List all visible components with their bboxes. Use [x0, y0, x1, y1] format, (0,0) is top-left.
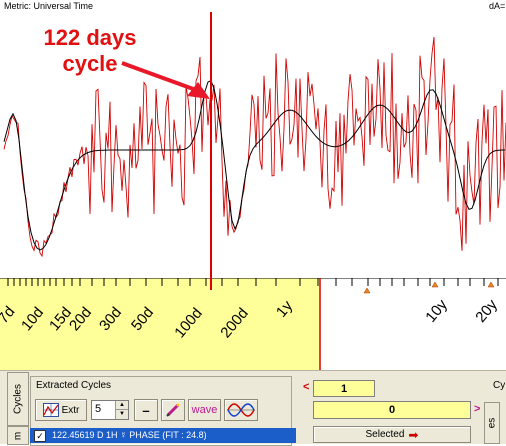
raw-spectrum-line: [3, 37, 506, 258]
extract-button[interactable]: Extr: [35, 399, 87, 421]
right-group-label: Cy: [493, 380, 506, 391]
da-label: dA=: [489, 1, 506, 11]
nav-left-arrow[interactable]: <: [303, 381, 310, 393]
smoothed-spectrum-line: [3, 80, 505, 251]
wave-button[interactable]: wave: [188, 399, 221, 421]
sine-wave-icon: [227, 403, 255, 417]
sine-wave-button[interactable]: [224, 399, 258, 421]
row-checkbox[interactable]: ✓: [34, 430, 46, 442]
spectrum-plot: [3, 12, 506, 278]
annotation-line-1: 122 days: [43, 25, 137, 50]
metric-label: Metric: Universal Time: [4, 1, 94, 11]
annotation-line-2: cycle: [62, 51, 118, 76]
stepper-up-button[interactable]: ▲: [115, 401, 128, 410]
period-axis-graphic: 7d 10d 15d 20d 30d 50d 100d 200d 1y 10y …: [0, 278, 506, 370]
remove-button-label: –: [142, 402, 150, 418]
tab-cycles[interactable]: Cycles: [7, 372, 29, 426]
edit-pen-button[interactable]: [161, 399, 185, 421]
tab-right-es-label: es: [486, 417, 498, 429]
tab-m[interactable]: m: [7, 426, 29, 445]
selected-button[interactable]: Selected ➡: [313, 426, 471, 443]
annotation-arrow: [121, 61, 210, 99]
nav-right-arrow[interactable]: >: [474, 403, 481, 415]
pen-icon: [166, 403, 180, 417]
tab-right-es[interactable]: es: [484, 402, 500, 444]
annotation-text: 122 days cycle: [30, 25, 150, 77]
cycle-spectrum-chart[interactable]: Metric: Universal Time dA= 122 days cycl…: [0, 0, 506, 278]
axis-black-ticks: [7, 278, 499, 286]
stepper-down-button[interactable]: ▼: [115, 409, 128, 419]
period-axis: 7d 10d 15d 20d 30d 50d 100d 200d 1y 10y …: [0, 278, 506, 370]
chart-grid-icon: [42, 403, 59, 417]
extract-button-label: Extr: [61, 404, 80, 416]
tab-m-label: m: [12, 431, 24, 440]
row-text: 122.45619 D 1H ☿ PHASE (FIT : 24.8): [52, 430, 207, 440]
extracted-cycle-row[interactable]: ✓ 122.45619 D 1H ☿ PHASE (FIT : 24.8): [30, 428, 296, 443]
extracted-cycles-label: Extracted Cycles: [34, 380, 114, 391]
cycles-count-stepper[interactable]: 5 ▲ ▼: [91, 400, 129, 420]
field-top[interactable]: 1: [313, 380, 375, 397]
event-markers: [363, 281, 495, 294]
cycles-count-value: 5: [95, 403, 102, 415]
field-bottom[interactable]: 0: [313, 401, 471, 419]
right-arrow-icon: ➡: [408, 427, 419, 442]
remove-button[interactable]: –: [134, 399, 158, 421]
tab-cycles-label: Cycles: [12, 383, 24, 415]
selected-button-label: Selected: [365, 429, 405, 440]
wave-button-label: wave: [191, 404, 218, 416]
